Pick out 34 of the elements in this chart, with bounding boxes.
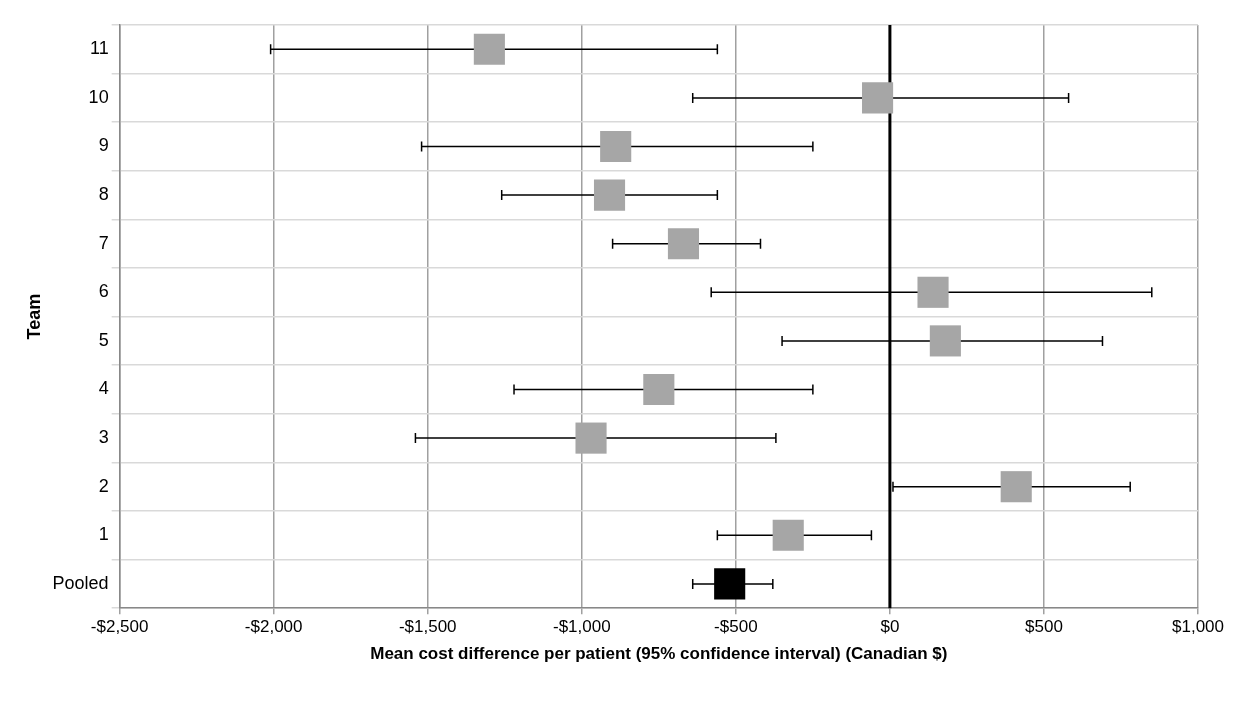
y-tick-label: 9 (98, 135, 109, 156)
x-tick-label: $500 (1025, 617, 1063, 637)
y-tick-label: 1 (98, 524, 109, 545)
point (600, 130, 632, 163)
x-tick-label: $1,000 (1172, 617, 1224, 637)
x-tick-label: $0 (880, 617, 900, 637)
y-tick-label: 6 (98, 281, 109, 302)
x-axis-title: Mean cost difference per patient (95% confidence interval) (Canadian $) (370, 644, 948, 664)
x-tick-label: -$2,000 (244, 617, 303, 637)
y-tick-label: 7 (98, 232, 109, 253)
y-tick-label: 10 (88, 86, 109, 107)
x-tick-label: -$2,500 (90, 617, 149, 637)
y-tick-label: 2 (98, 475, 109, 496)
point (593, 179, 626, 211)
point (917, 276, 949, 308)
point (929, 325, 961, 357)
y-tick-label: Pooled (52, 572, 109, 593)
y-tick-label: 3 (98, 427, 109, 448)
x-tick-label: -$500 (714, 617, 758, 637)
point (1000, 471, 1032, 503)
point (862, 82, 894, 114)
y-tick-label: 11 (89, 38, 109, 59)
x-tick-label: -$1,500 (398, 617, 457, 637)
y-tick-label: 5 (98, 329, 109, 350)
point (643, 373, 675, 406)
point (772, 519, 804, 551)
y-axis-title: Team (23, 293, 44, 340)
point (575, 422, 607, 454)
point (714, 568, 746, 600)
point (667, 228, 700, 260)
y-tick-label: 4 (98, 378, 109, 399)
y-tick-label: 8 (98, 184, 109, 205)
point (473, 33, 505, 65)
x-tick-label: -$1,000 (552, 617, 611, 637)
